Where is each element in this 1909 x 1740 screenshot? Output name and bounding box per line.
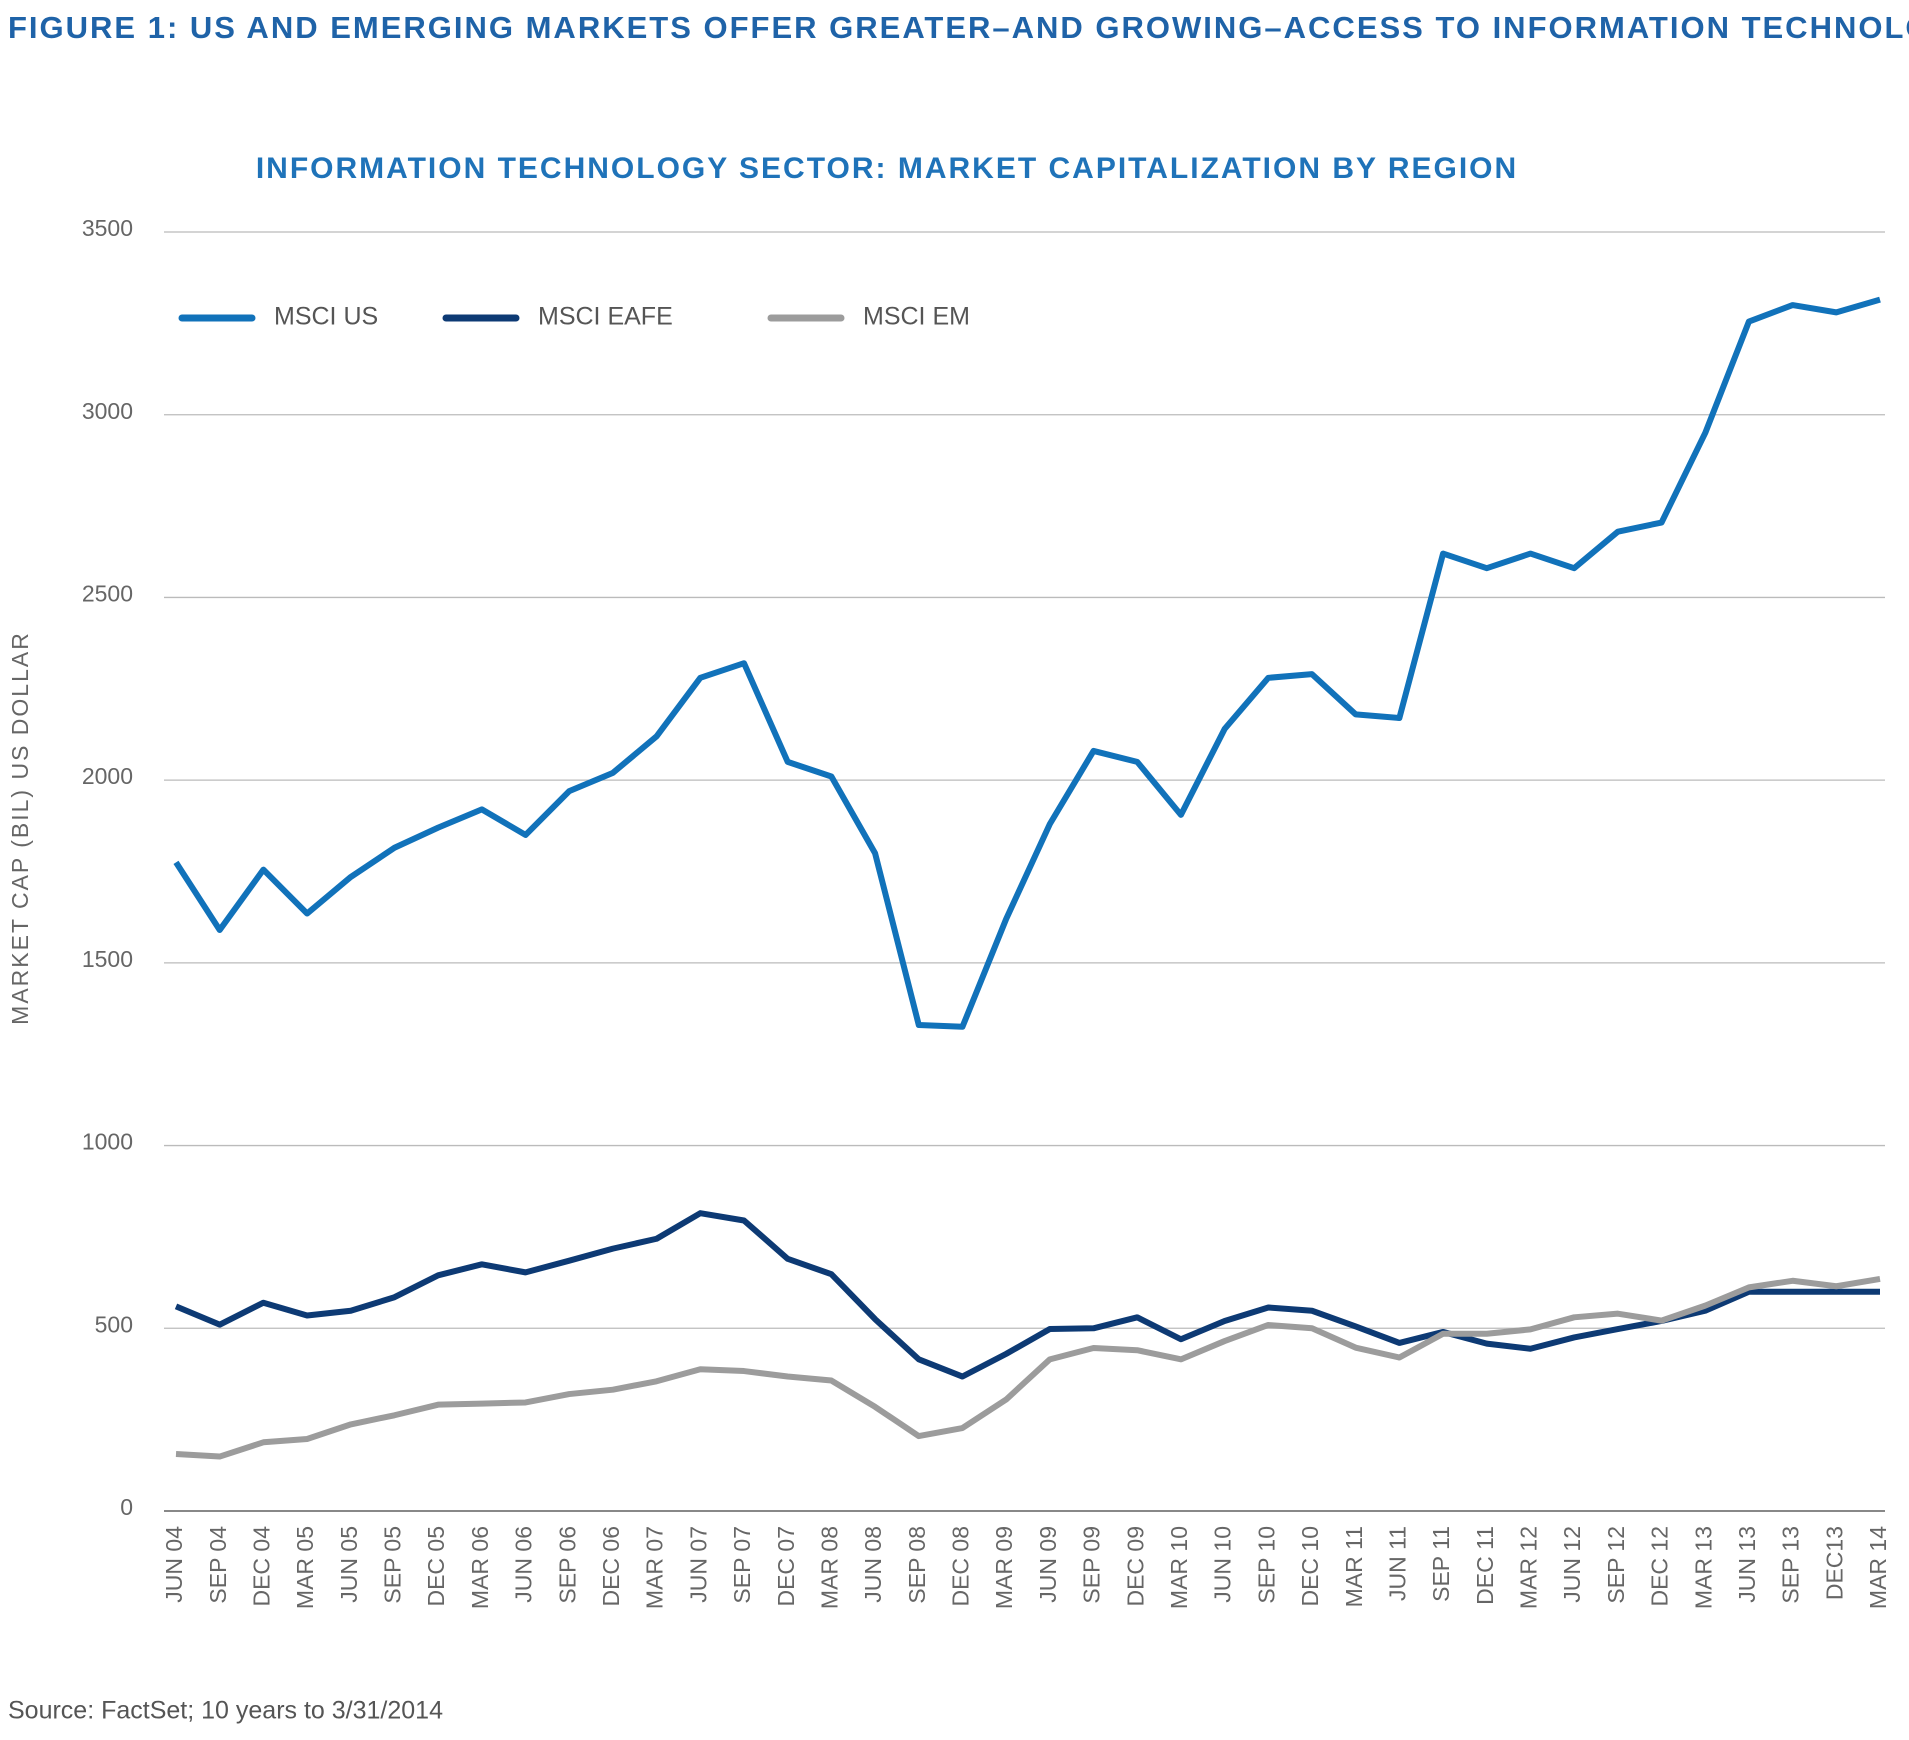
x-tick-label: DEC 07 [773, 1526, 799, 1607]
x-tick-label: JUN 11 [1384, 1526, 1410, 1601]
x-tick-label: JUN 13 [1734, 1526, 1760, 1603]
source: Source: FactSet; 10 years to 3/31/2014 [8, 1697, 443, 1725]
x-tick-label: MAR 06 [467, 1526, 493, 1609]
x-tick-label: SEP 10 [1253, 1526, 1279, 1604]
x-tick-label: SEP 11 [1428, 1526, 1454, 1602]
x-tick-label: JUN 07 [685, 1526, 711, 1603]
x-tick-label: MAR 07 [642, 1526, 668, 1609]
x-tick-label: DEC 06 [598, 1526, 624, 1607]
legend-label: MSCI EM [863, 303, 970, 331]
x-tick-label: DEC 08 [948, 1526, 974, 1607]
x-tick-label: MAR 14 [1865, 1526, 1891, 1609]
x-tick-label: JUN 09 [1035, 1526, 1061, 1603]
y-tick-label: 0 [120, 1494, 133, 1520]
x-tick-label: SEP 13 [1778, 1526, 1804, 1604]
x-tick-label: SEP 07 [729, 1526, 755, 1604]
x-tick-label: SEP 09 [1079, 1526, 1105, 1604]
series-line [175, 1275, 1881, 1460]
x-tick-label: DEC 09 [1122, 1526, 1148, 1607]
x-tick-label: JUN 05 [336, 1526, 362, 1603]
x-tick-label: MAR 11 [1341, 1526, 1367, 1607]
chart-subtitle: INFORMATION TECHNOLOGY SECTOR: MARKET CA… [256, 152, 1518, 185]
x-tick-label: JUN 12 [1559, 1526, 1585, 1603]
x-tick-label: MAR 05 [292, 1526, 318, 1609]
x-tick-label: DEC 11 [1472, 1526, 1498, 1605]
y-tick-label: 2500 [82, 581, 133, 607]
y-tick-label: 1500 [82, 946, 133, 972]
x-tick-label: DEC 10 [1297, 1526, 1323, 1607]
series-line [173, 296, 1881, 1030]
x-tick-label: DEC 05 [423, 1526, 449, 1607]
x-tick-label: JUN 04 [161, 1526, 187, 1603]
y-axis-label: MARKET CAP (BIL) US DOLLAR [7, 631, 33, 1025]
series-line [174, 1210, 1880, 1380]
x-tick-label: SEP 05 [380, 1526, 406, 1604]
x-tick-label: DEC13 [1821, 1526, 1847, 1600]
y-tick-label: 2000 [82, 763, 133, 789]
y-tick-label: 1000 [82, 1129, 133, 1155]
x-tick-label: SEP 08 [904, 1526, 930, 1604]
chart-title: FIGURE 1: US AND EMERGING MARKETS OFFER … [8, 10, 1909, 45]
x-tick-label: SEP 04 [205, 1526, 231, 1604]
legend-label: MSCI US [274, 303, 378, 331]
legend-label: MSCI EAFE [538, 303, 673, 331]
x-tick-label: MAR 09 [991, 1526, 1017, 1609]
x-tick-label: JUN 08 [860, 1526, 886, 1603]
x-tick-label: MAR 12 [1516, 1526, 1542, 1609]
x-tick-label: JUN 10 [1210, 1526, 1236, 1603]
x-tick-label: DEC 12 [1647, 1526, 1673, 1607]
x-tick-label: JUN 06 [511, 1526, 537, 1603]
x-tick-label: MAR 13 [1690, 1526, 1716, 1609]
y-tick-label: 3000 [82, 398, 133, 424]
x-tick-label: DEC 04 [248, 1526, 274, 1607]
x-tick-label: SEP 12 [1603, 1526, 1629, 1604]
x-tick-label: MAR 10 [1166, 1526, 1192, 1609]
y-tick-label: 3500 [82, 215, 133, 241]
y-tick-label: 500 [95, 1311, 133, 1337]
x-tick-label: SEP 06 [554, 1526, 580, 1604]
x-tick-label: MAR 08 [816, 1526, 842, 1609]
